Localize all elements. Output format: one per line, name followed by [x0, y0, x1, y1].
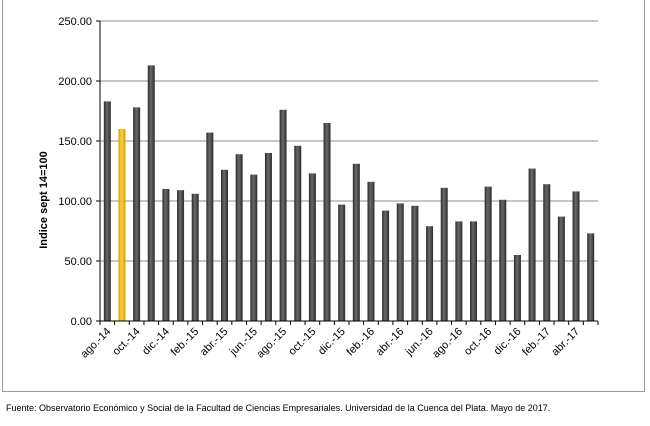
bar [206, 132, 214, 321]
bar [338, 204, 346, 321]
bar [499, 199, 507, 321]
bar [177, 190, 185, 321]
bar [367, 181, 375, 321]
x-tick-label: ago.-15 [254, 326, 289, 361]
bar [484, 186, 492, 321]
bar [221, 169, 228, 321]
bar [162, 189, 170, 321]
bar [264, 153, 272, 321]
bar [587, 233, 595, 321]
axes [96, 20, 599, 325]
y-tick-labels: 0.00 50.00 100.00 150.00 200.00 250.00 [58, 16, 92, 328]
bar-chart: 0.00 50.00 100.00 150.00 200.00 250.00 ago.-1… [38, 16, 599, 361]
x-tick-label: oct.-16 [462, 326, 494, 358]
chart-frame [2, 0, 645, 392]
bar [235, 154, 243, 321]
bar [294, 145, 302, 321]
bar [426, 226, 434, 321]
bar [103, 101, 111, 322]
gridlines [100, 20, 598, 262]
x-tick-labels: ago.-14oct.-14dic.-14feb.-15abr.-15jun.-… [79, 326, 583, 361]
x-tick-label: ago.-14 [79, 326, 114, 361]
bars [103, 65, 595, 322]
bar-highlighted [118, 129, 126, 321]
bar [147, 65, 155, 322]
bar [382, 210, 390, 321]
x-tick-label: feb.-16 [344, 326, 377, 359]
bar [513, 255, 521, 321]
x-tick-label: dic.-16 [492, 326, 524, 358]
bar [323, 123, 331, 321]
bar [543, 184, 551, 321]
x-tick-label: dic.-15 [316, 326, 348, 358]
x-tick-label: feb.-17 [520, 326, 553, 359]
x-tick-label: abr.-17 [549, 326, 582, 359]
y-tick-label: 0.00 [71, 316, 92, 328]
x-tick-label: oct.-14 [110, 326, 142, 358]
bar [396, 203, 404, 321]
bar [250, 174, 258, 321]
y-tick-label: 200.00 [58, 76, 92, 88]
x-tick-label: abr.-16 [374, 326, 407, 359]
y-tick-label: 100.00 [58, 196, 92, 208]
bar [572, 191, 580, 321]
x-tick-label: dic.-14 [140, 326, 172, 358]
bar [308, 173, 316, 321]
x-tick-label: ago.-16 [430, 326, 465, 361]
x-tick-label: oct.-15 [286, 326, 318, 358]
y-tick-label: 150.00 [58, 136, 92, 148]
x-tick-label: feb.-15 [169, 326, 202, 359]
bar [470, 221, 477, 321]
bar [557, 216, 565, 321]
bar [133, 107, 141, 322]
bar [191, 193, 199, 321]
bar [455, 221, 463, 321]
bar [440, 187, 448, 321]
y-tick-label: 250.00 [58, 16, 92, 28]
x-tick-label: abr.-15 [198, 326, 231, 359]
source-note: Fuente: Observatorio Económico y Social … [6, 403, 551, 413]
bar [411, 205, 419, 321]
y-tick-label: 50.00 [64, 256, 92, 268]
bar [279, 109, 287, 321]
y-axis-label: Indice sept 14=100 [38, 151, 50, 249]
bar [352, 163, 360, 321]
bar [528, 168, 536, 321]
